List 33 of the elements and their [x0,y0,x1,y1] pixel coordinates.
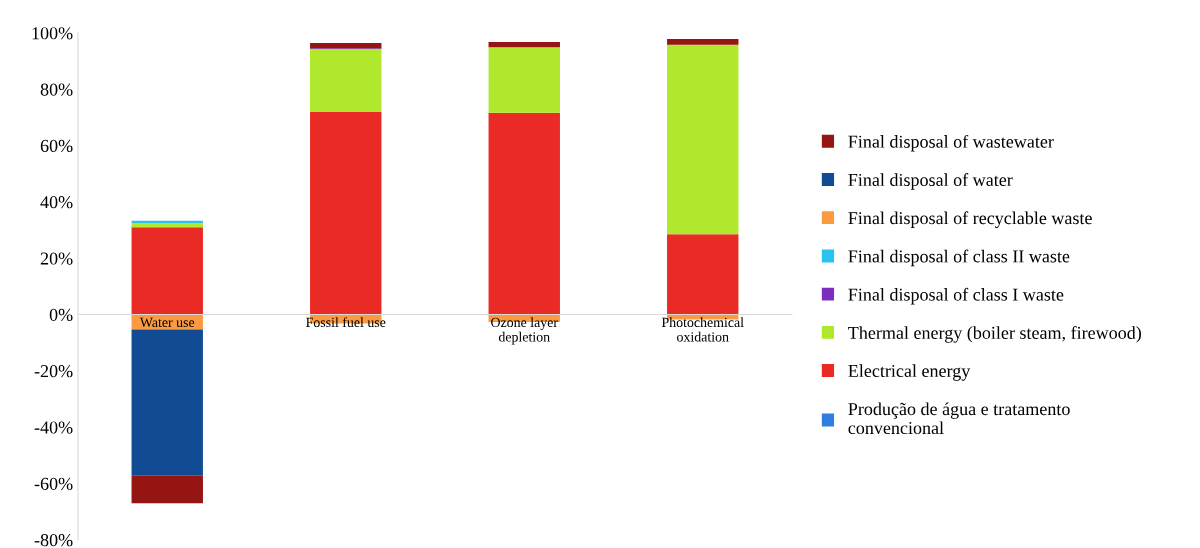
bar [310,48,382,113]
legend-label: Final disposal of recyclable waste [848,211,1092,228]
bar [488,47,560,113]
y-tick-label: 100% [32,27,73,40]
y-tick-label: 60% [40,139,73,153]
bar [667,44,739,235]
bar [667,234,739,315]
legend-label: Final disposal of water [848,173,1013,190]
legend-label: Final disposal of class II waste [848,249,1070,267]
bar [131,222,203,228]
y-tick-label: 20% [40,252,73,265]
legend-label: Final disposal of class I waste [848,287,1064,305]
bar [310,43,382,49]
bar [131,475,203,504]
legend-label: Thermal energy (boiler steam, firewood) [848,326,1141,343]
bar [488,41,560,48]
y-tick-label: -60% [34,477,73,490]
y-tick-label: -20% [34,365,73,378]
legend-label: Electrical energy [848,364,971,381]
bar [310,112,382,315]
y-tick-label: -80% [34,534,73,547]
x-tick-label: Photochemical oxidation [661,317,744,342]
bar [131,329,203,476]
y-tick-label: 0% [49,308,73,321]
x-tick-label: Water use [139,317,195,328]
legend-label: Final disposal of wastewater [848,134,1054,152]
legend-label: Produção de água e tratamento convencional [848,402,1070,435]
y-tick-label: -40% [34,421,73,434]
bar [131,227,203,315]
y-tick-label: 40% [40,196,73,209]
y-tick-label: 80% [40,83,73,96]
bar [667,39,739,45]
bar [488,112,560,315]
